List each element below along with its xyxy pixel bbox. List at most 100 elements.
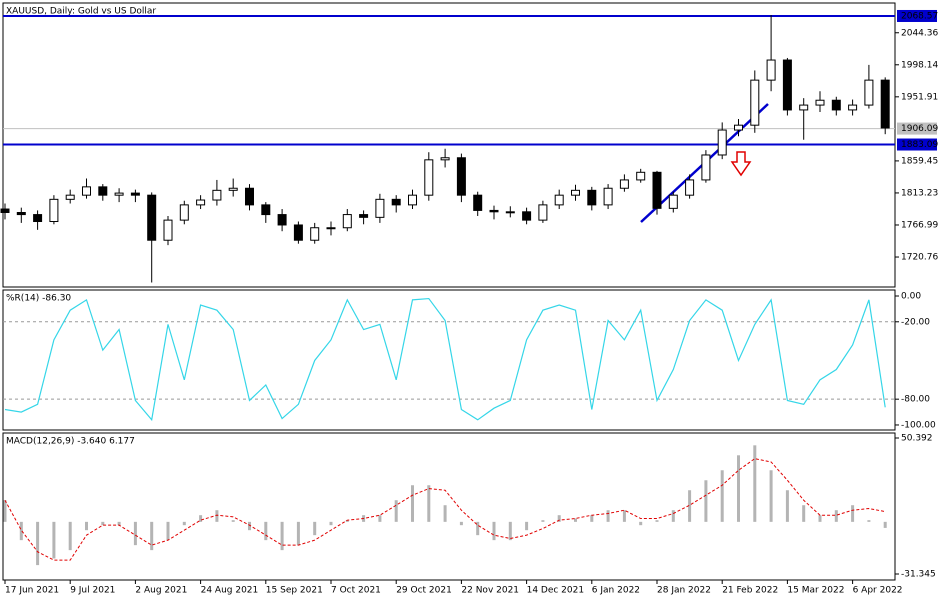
histogram-bar: [590, 515, 594, 522]
histogram-bar: [639, 521, 643, 526]
y-tick-label: 1998.14: [901, 60, 938, 70]
candle-body: [799, 104, 809, 111]
candle-body: [179, 204, 189, 221]
x-tick-label: 24 Aug 2021: [201, 586, 259, 596]
histogram-bar: [720, 470, 724, 522]
candle-body: [65, 194, 75, 200]
candle-body: [408, 194, 417, 206]
histogram-bar: [199, 515, 203, 522]
candle-body: [522, 211, 532, 221]
histogram-bar: [182, 521, 186, 526]
histogram-bar: [541, 520, 545, 522]
candle-body: [228, 187, 238, 191]
histogram-bar: [492, 521, 496, 541]
x-tick-label: 15 Mar 2022: [787, 586, 844, 596]
histogram-bar: [280, 521, 284, 551]
x-tick-label: 17 Jun 2021: [5, 586, 59, 596]
candle-body: [652, 171, 662, 209]
candle-body: [163, 219, 173, 241]
candle-body: [864, 79, 874, 106]
candle-body: [440, 157, 450, 161]
histogram-bar: [117, 521, 121, 526]
candle-body: [261, 204, 271, 216]
candle-body: [391, 198, 401, 206]
x-tick-label: 15 Sep 2021: [266, 586, 323, 596]
histogram-bar: [411, 485, 414, 522]
y-tick-label: 1859.45: [901, 156, 938, 166]
candle-body: [130, 192, 140, 196]
y-tick-label: 1720.76: [901, 253, 938, 263]
histogram-bar: [443, 505, 447, 522]
candle-body: [424, 159, 434, 196]
histogram-bar: [378, 515, 382, 522]
candle-body: [554, 194, 564, 206]
histogram-bar: [248, 521, 251, 531]
y-tick-label: -100.00: [901, 420, 936, 430]
candle-body: [831, 99, 841, 111]
candle-body: [82, 186, 91, 196]
x-tick-label: 22 Nov 2021: [461, 586, 519, 596]
histogram-bar: [704, 480, 708, 522]
histogram-bar: [785, 490, 789, 522]
candle-body: [848, 104, 858, 111]
histogram-bar: [508, 521, 512, 541]
histogram-bar: [655, 520, 659, 522]
y-tick-label: 50.392: [901, 434, 933, 444]
histogram-bar: [525, 521, 529, 531]
panel-title: MACD(12,26,9) -3.640 6.177: [6, 437, 135, 447]
candle-body: [571, 189, 580, 196]
candle-body: [245, 187, 254, 206]
histogram-bar: [101, 521, 105, 526]
histogram-bar: [345, 520, 349, 522]
candle-body: [33, 214, 43, 223]
histogram-bar: [622, 510, 626, 522]
histogram-bar: [19, 521, 23, 541]
candle-body: [16, 212, 26, 216]
histogram-bar: [85, 521, 88, 531]
y-tick-label: 0.00: [901, 291, 921, 301]
price-label-bg: [897, 9, 937, 22]
histogram-bar: [459, 521, 463, 526]
down-arrow: [730, 151, 752, 177]
candle-body: [375, 198, 385, 218]
x-tick-label: 21 Feb 2022: [722, 586, 778, 596]
histogram-bar: [329, 521, 333, 526]
candle-body: [359, 214, 369, 218]
hline-label: 2068.57: [901, 11, 938, 21]
candle-body: [538, 204, 548, 221]
histogram-bar: [231, 520, 235, 522]
histogram-bar: [606, 510, 610, 522]
candle-body: [326, 227, 336, 230]
x-tick-label: 14 Dec 2021: [527, 586, 585, 596]
histogram-bar: [3, 500, 7, 522]
x-tick-label: 28 Jan 2022: [657, 586, 711, 596]
candle-body: [293, 224, 303, 241]
candle-body: [685, 179, 695, 196]
candle-body: [277, 214, 287, 226]
histogram-bar: [671, 510, 675, 522]
x-tick-label: 6 Apr 2022: [853, 586, 903, 596]
candle-body: [212, 189, 222, 201]
histogram-bar: [753, 445, 757, 522]
histogram-bar: [557, 515, 561, 522]
wpr-line: [4, 297, 886, 422]
histogram-bar: [688, 490, 692, 522]
histogram-bar: [867, 520, 871, 522]
histogram-bar: [52, 521, 56, 559]
candle-body: [750, 79, 760, 126]
histogram-bar: [264, 521, 268, 541]
histogram-bar: [215, 510, 219, 522]
candle-body: [766, 59, 776, 81]
histogram-bar: [769, 470, 773, 522]
current-price-label: 1906.09: [901, 124, 938, 134]
x-tick-label: 29 Oct 2021: [396, 586, 452, 596]
candle-body: [717, 129, 727, 156]
histogram-bar: [313, 521, 317, 536]
wpr-panel: [2, 289, 896, 431]
histogram-bar: [834, 510, 838, 522]
candle-body: [603, 187, 613, 206]
histogram-bar: [394, 500, 398, 522]
candle-body: [505, 211, 515, 214]
candle-body: [49, 198, 59, 223]
